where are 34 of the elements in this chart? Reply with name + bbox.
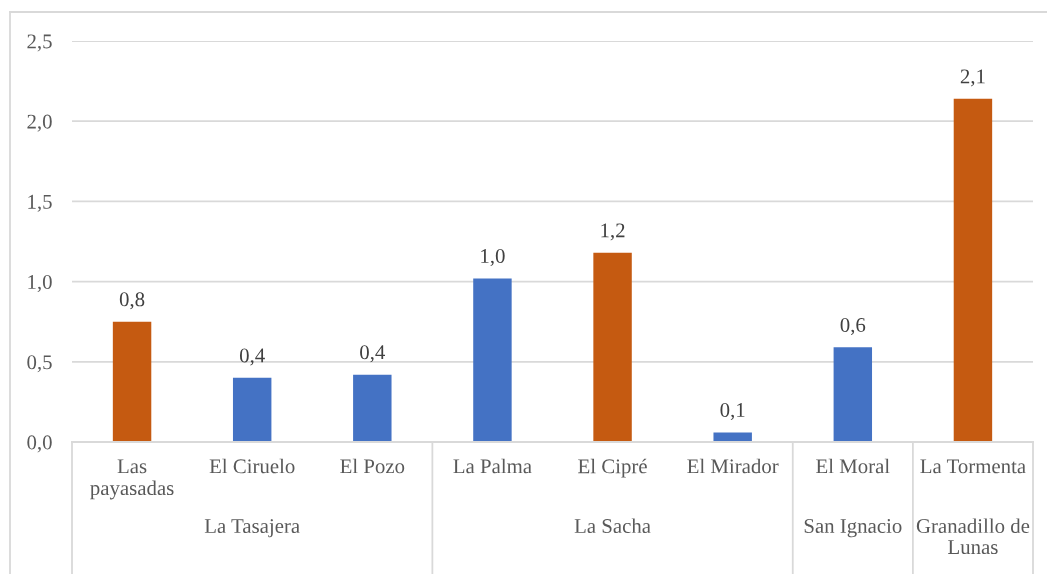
bar <box>953 98 993 442</box>
data-label: 2,1 <box>960 69 985 87</box>
y-tick-label: 0,5 <box>27 355 52 373</box>
bar <box>112 321 152 442</box>
bar <box>833 347 873 442</box>
y-tick-label: 1,5 <box>28 194 52 212</box>
data-label: 0,8 <box>119 292 145 310</box>
data-label: 0,1 <box>720 402 745 421</box>
x-tick-label: El Pozo <box>340 458 405 474</box>
data-label: 0,6 <box>840 317 866 336</box>
data-label: 0,4 <box>239 348 265 366</box>
bar <box>713 432 752 442</box>
text: Granadillo de Lunas <box>916 518 1030 555</box>
x-tick-label: La Palma <box>453 458 532 474</box>
x-tick-label: El Mirador <box>687 458 779 474</box>
y-tick-label: 0,0 <box>27 435 52 453</box>
x-tick-label: El Cipré <box>578 458 647 478</box>
text: La Sacha <box>574 518 651 534</box>
bar <box>593 252 632 442</box>
text: La Tasajera <box>204 519 300 538</box>
x-tick-label: La Tormenta <box>920 459 1026 474</box>
x-tick-label: El Ciruelo <box>209 458 295 474</box>
y-tick-label: 2,0 <box>27 114 52 132</box>
text: San Ignacio <box>804 518 902 538</box>
bar <box>232 377 272 442</box>
bar <box>353 374 392 442</box>
y-tick-label: 1,0 <box>28 274 52 293</box>
x-tick-label: El Moral <box>816 458 890 474</box>
y-tick-label: 2,5 <box>27 34 52 52</box>
data-label: 0,4 <box>360 345 386 363</box>
bar <box>473 278 512 442</box>
x-tick-label: Las payasadas <box>90 459 174 500</box>
data-label: 1,0 <box>481 248 505 267</box>
data-label: 1,2 <box>601 223 625 241</box>
